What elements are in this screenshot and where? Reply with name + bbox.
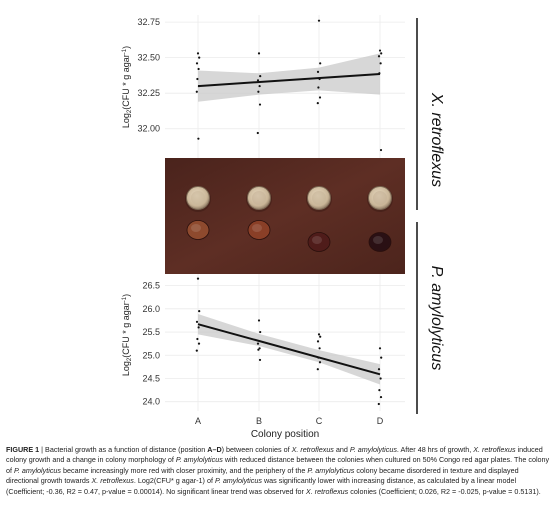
data-point [257,319,261,322]
data-point [317,356,320,359]
colony-pair-b [246,186,272,240]
bottom-side-label: P. amylolyticus [428,266,445,371]
data-point [316,340,320,343]
data-point [256,131,259,135]
y-tick-label: 26.5 [142,281,160,291]
data-point [196,277,200,280]
pamylolyticus-colony [247,220,271,240]
data-point [257,348,260,351]
data-point [195,349,198,352]
bottom-data-points [195,277,383,406]
bottom-regression-line [197,323,381,376]
pamylolyticus-colony [368,232,392,252]
y-tick-label: 24.0 [142,397,160,407]
bottom-y-tick-labels: 26.5 26.0 25.5 25.0 24.5 24.0 [142,281,160,407]
y-tick-label: 32.00 [137,124,160,134]
data-point [256,79,260,82]
top-panel: 32.75 32.50 32.25 32.00 Log2(CFU * g agar-1… [121,15,445,210]
bottom-x-axis-label: Colony position [251,429,319,440]
data-point [195,90,198,93]
data-point [256,342,260,345]
colony-pair-d [367,186,393,252]
y-tick-label: 32.50 [137,53,160,63]
data-point [379,148,383,152]
data-point [197,67,200,71]
bottom-panel: 26.5 26.0 25.5 25.0 24.5 24.0 A B C D Log2(CFU *… [121,222,445,440]
data-point [378,72,381,75]
data-point [259,75,262,78]
x-tick-label: D [377,416,384,426]
data-point [198,310,201,313]
figure-caption: FIGURE 1 | Bacterial growth as a functio… [6,445,550,496]
y-tick-label: 26.0 [142,304,160,314]
data-point [318,77,321,81]
data-point [318,96,322,99]
y-tick-label: 25.5 [142,327,160,337]
data-point [380,356,383,359]
data-point [378,347,382,350]
data-point [316,70,320,73]
pamylolyticus-colony [307,232,331,252]
data-point [197,342,201,345]
data-point [316,102,319,105]
data-point [198,56,201,59]
y-tick-label: 32.25 [137,88,160,98]
data-point [379,377,382,380]
data-point [379,395,383,399]
data-point [258,103,262,106]
data-point [196,337,199,341]
y-tick-label: 24.5 [142,373,160,383]
figure: 32.75 32.50 32.25 32.00 Log2(CFU * g agar-1… [121,15,445,440]
bottom-y-axis-label: Log2(CFU * g agar-1) [121,294,133,376]
data-point [259,330,262,334]
data-point [257,90,260,93]
y-tick-label: 25.0 [142,350,160,360]
data-point [196,52,200,55]
top-regression-line [197,72,381,88]
x-tick-label: B [256,416,262,426]
data-point [316,368,319,371]
data-point [380,52,383,55]
top-side-label: X. retroflexus [428,92,445,187]
data-point [317,19,321,22]
top-data-points [195,19,383,152]
data-point [195,62,199,65]
caption-label: FIGURE 1 [6,445,40,454]
data-point [317,86,320,89]
data-point [197,137,200,140]
data-point [377,402,380,406]
data-point [378,389,381,392]
colony-pair-a [185,186,211,240]
data-point [378,49,382,52]
data-point [319,335,322,338]
congo-red-plate-photo [165,158,405,274]
data-point [257,52,261,55]
data-point [318,347,321,350]
data-point [258,358,262,362]
y-tick-label: 32.75 [137,17,160,27]
x-tick-label: C [316,416,323,426]
data-point [195,320,199,323]
pamylolyticus-colony [186,220,210,240]
data-point [379,62,382,65]
top-y-tick-labels: 32.75 32.50 32.25 32.00 [137,17,160,134]
data-point [318,361,322,364]
top-confidence-band [198,53,380,102]
top-y-axis-label: Log2(CFU * g agar-1) [121,46,133,128]
bottom-x-tick-labels: A B C D [195,416,384,426]
data-point [196,77,199,81]
data-point [197,84,201,88]
data-point [317,333,321,336]
data-point [377,55,381,58]
colony-pair-c [306,186,332,252]
data-point [197,326,200,329]
x-tick-label: A [195,416,201,426]
data-point [377,368,381,371]
data-point [258,84,261,88]
data-point [319,62,322,65]
